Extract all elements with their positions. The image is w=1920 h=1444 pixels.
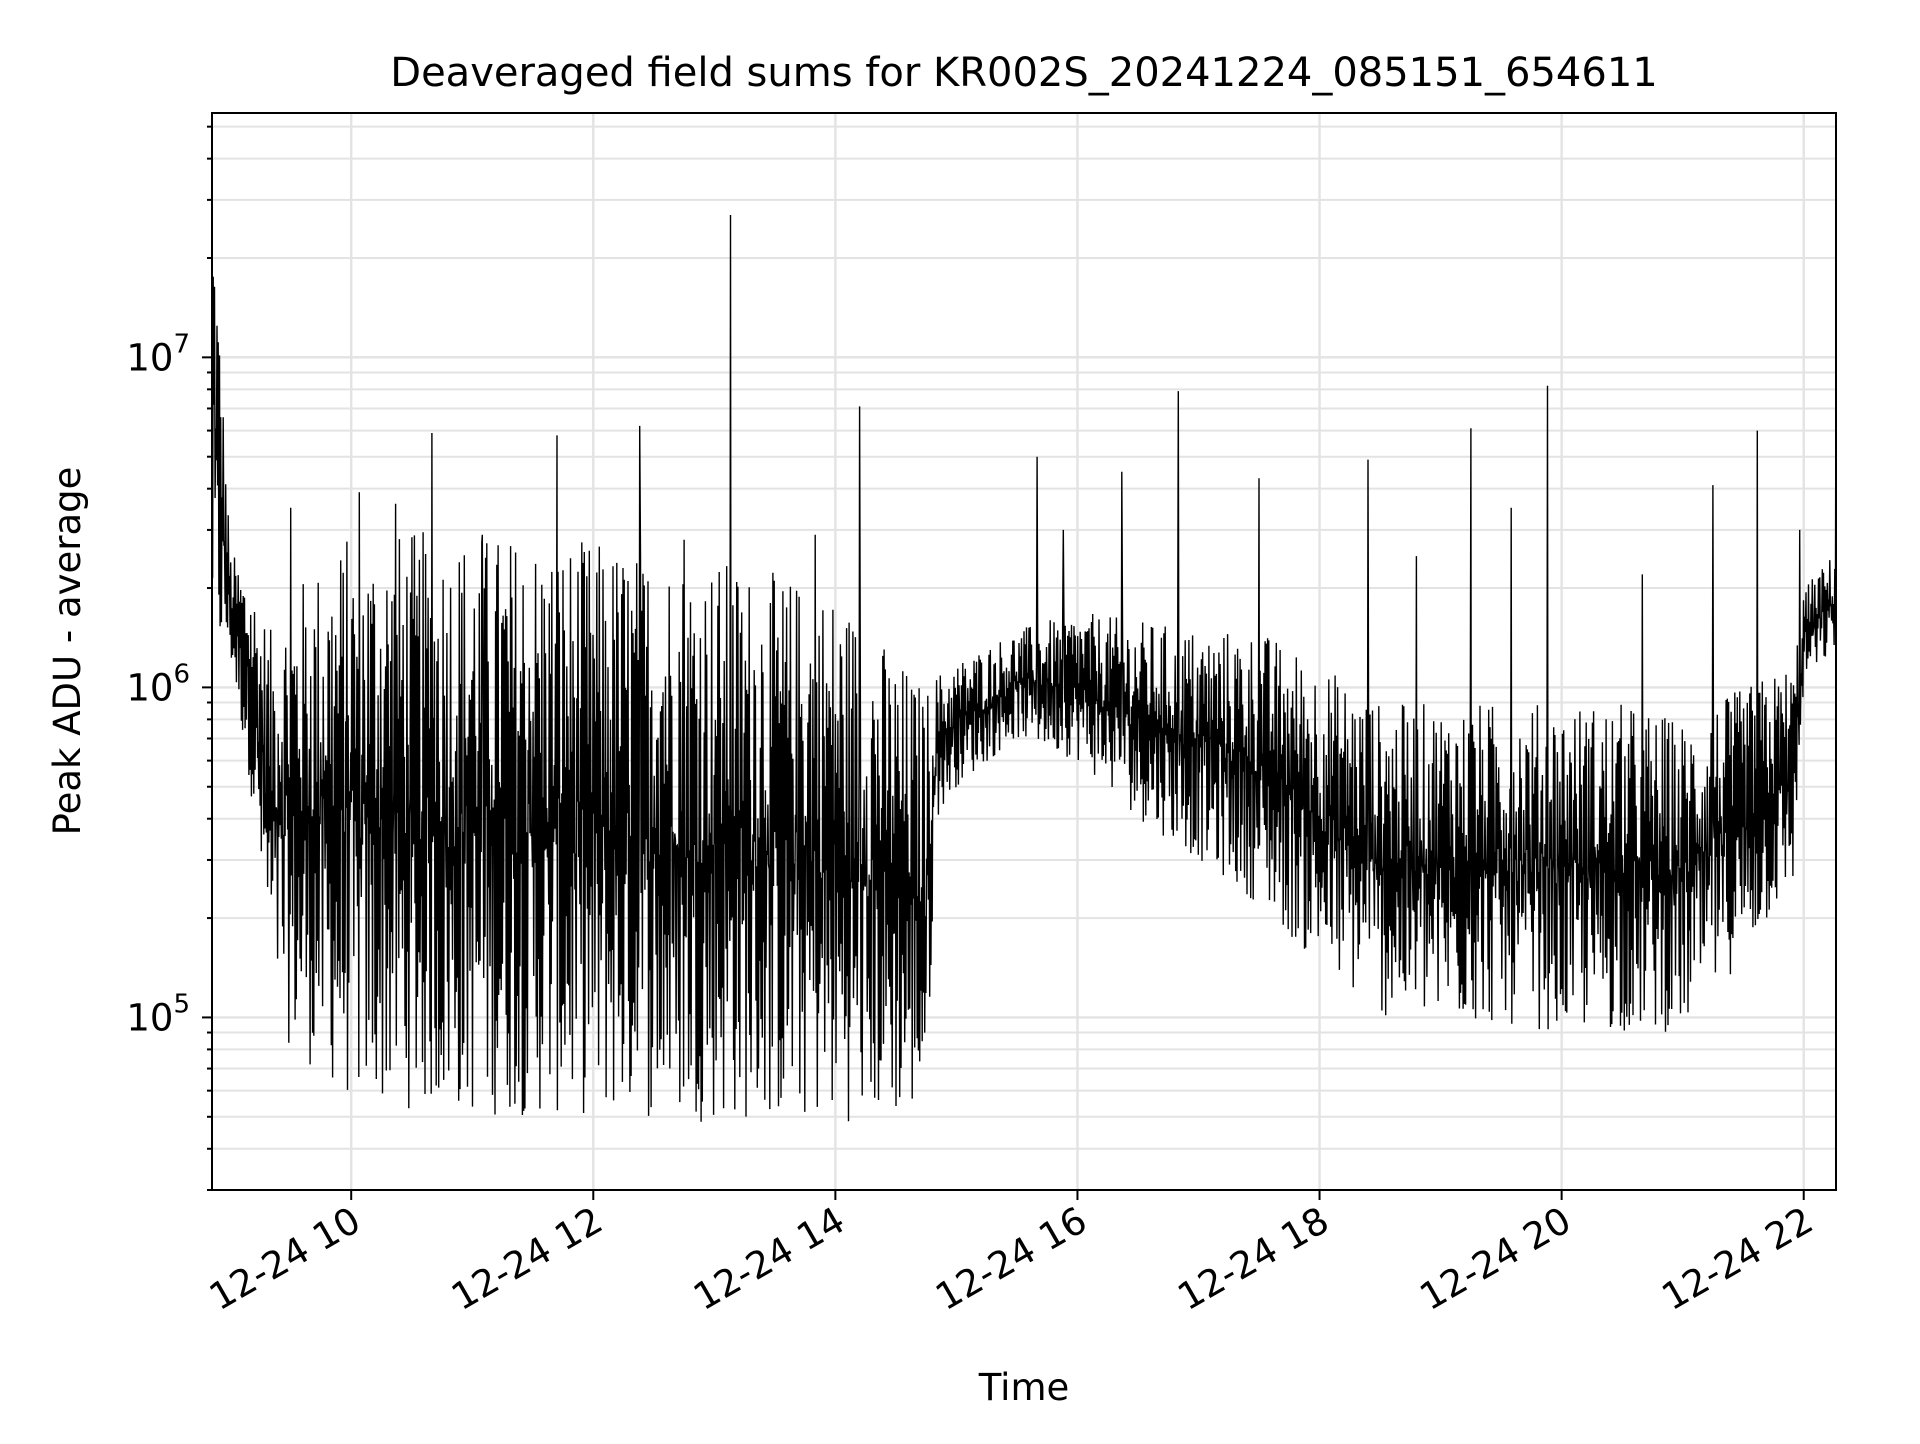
series-line [211, 214, 1837, 1122]
y-tick-exponent: 5 [173, 989, 190, 1019]
y-axis-label: Peak ADU - average [46, 467, 89, 836]
data-layer [211, 214, 1837, 1122]
y-tick-mantissa: 10 [126, 336, 173, 379]
y-tick-mantissa: 10 [126, 666, 173, 709]
chart-title: Deaveraged field sums for KR002S_2024122… [390, 50, 1657, 96]
y-tick-mantissa: 10 [126, 996, 173, 1039]
y-tick-label: 107 [126, 329, 190, 379]
y-tick-label: 106 [126, 659, 190, 709]
y-tick-exponent: 6 [173, 659, 190, 689]
y-tick-label: 105 [126, 989, 190, 1039]
plot-frame [211, 112, 1837, 1191]
x-axis-label: Time [978, 1366, 1070, 1409]
y-tick-exponent: 7 [173, 329, 190, 359]
grid-layer [212, 113, 1836, 1191]
